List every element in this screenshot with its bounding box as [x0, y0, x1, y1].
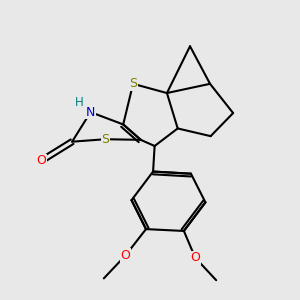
- Text: O: O: [120, 249, 130, 262]
- Text: H: H: [74, 96, 83, 109]
- Text: N: N: [86, 106, 95, 118]
- Text: S: S: [101, 133, 110, 146]
- Text: O: O: [36, 154, 46, 167]
- Text: S: S: [129, 77, 137, 90]
- Text: O: O: [190, 251, 200, 264]
